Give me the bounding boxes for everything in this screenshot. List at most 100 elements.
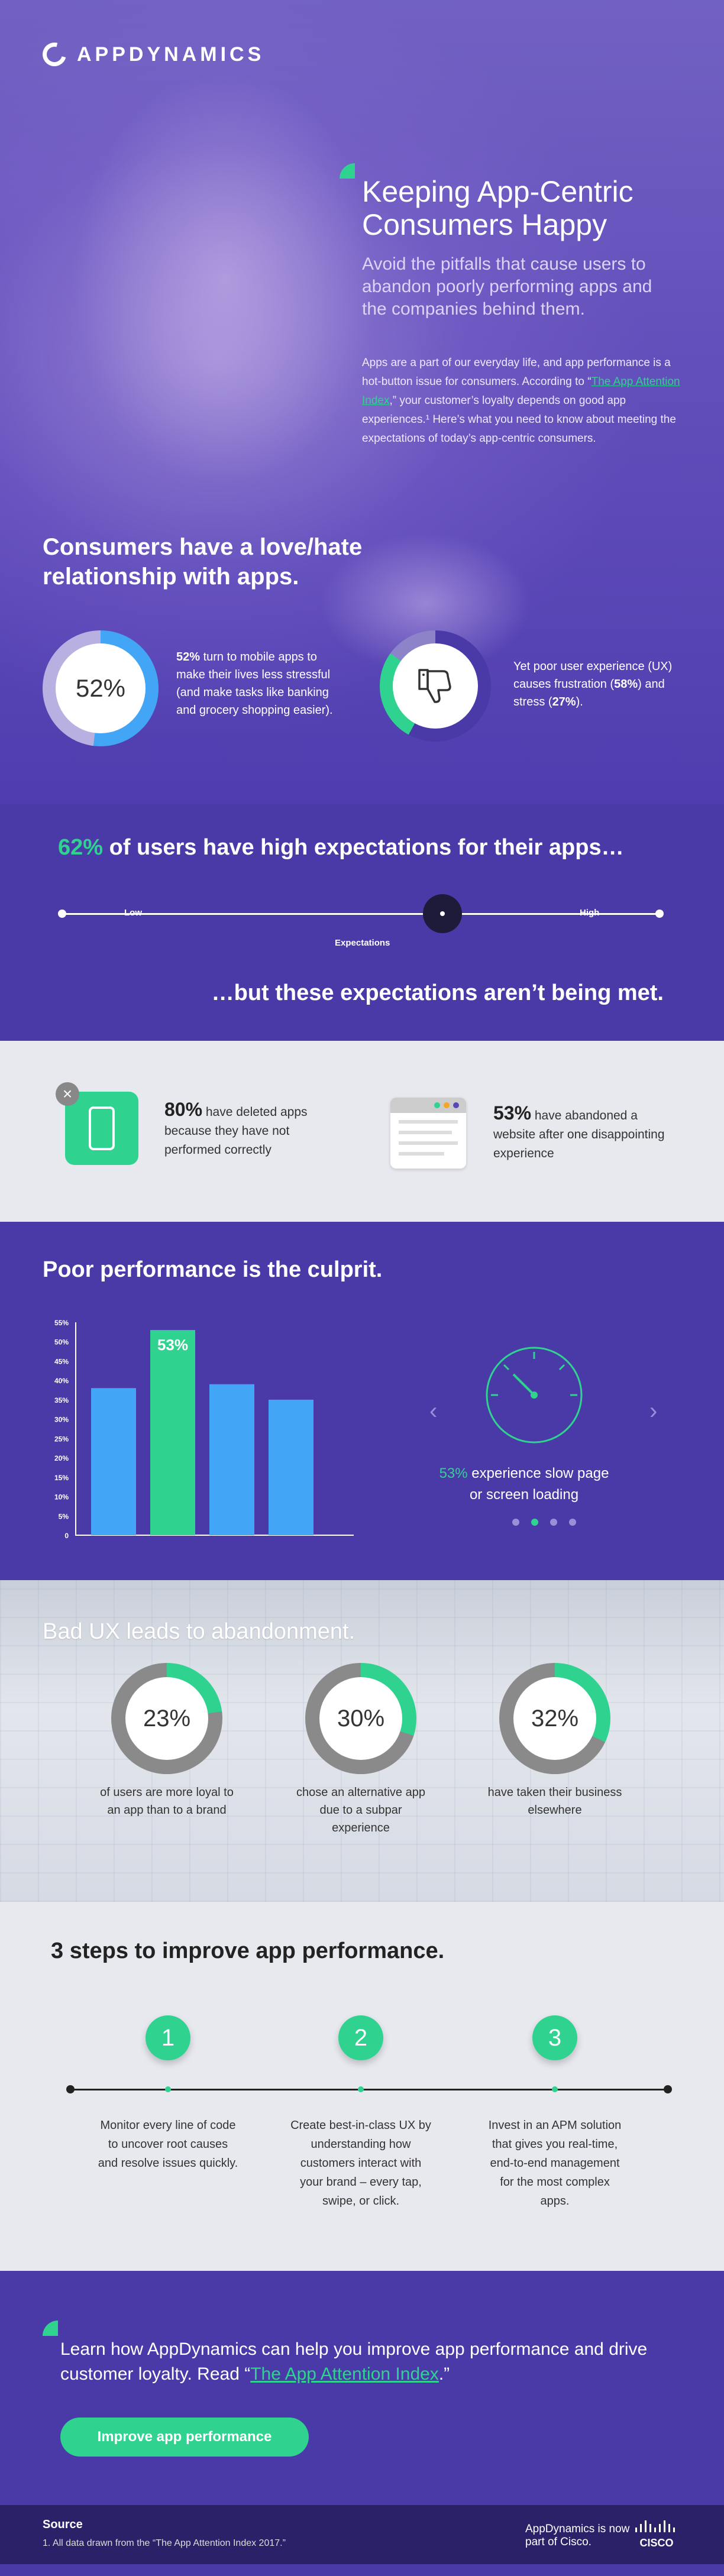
abandonment-caption: chose an alternative app due to a subpar… xyxy=(296,1786,425,1834)
y-tick-label: 30% xyxy=(54,1416,69,1424)
expectations-title: 62% of users have high expectations for … xyxy=(58,835,624,860)
source-title: Source xyxy=(43,2518,83,2531)
abandonment-caption: have taken their business elsewhere xyxy=(487,1786,622,1817)
chart-bar-1 xyxy=(91,1388,136,1535)
cta-section: Learn how AppDynamics can help you impro… xyxy=(0,2271,724,2505)
stat-stress-27: 27% xyxy=(552,695,576,708)
y-tick-label: 15% xyxy=(54,1474,69,1482)
abandoned-percent: 53% xyxy=(493,1102,532,1124)
scale-start-dot xyxy=(58,910,66,918)
carousel-prev-icon[interactable]: ‹ xyxy=(429,1398,438,1424)
love-hate-heading: Consumers have a love/hate relationship … xyxy=(43,534,363,590)
scale-low-label: Low xyxy=(124,908,142,918)
abandonment-caption: of users are more loyal to an app than t… xyxy=(100,1786,234,1817)
speedometer-icon xyxy=(486,1347,583,1444)
expectations-section: 62% of users have high expectations for … xyxy=(0,804,724,1041)
slow-loading-percent: 53% xyxy=(439,1465,468,1481)
y-tick-label: 0 xyxy=(64,1532,69,1540)
stat-52-desc: turn to mobile apps to make their lives … xyxy=(176,651,333,717)
bad-ux-title: Bad UX leads to abandonment. xyxy=(43,1619,355,1644)
performance-section: Poor performance is the culprit. 0 5% 10% 1… xyxy=(0,1222,724,1580)
stat-frustration-ring xyxy=(380,630,491,742)
scale-axis-label: Expectations xyxy=(335,938,390,948)
abandoned-website-stat: 53% have abandoned a website after one d… xyxy=(493,1103,677,1163)
step-marker-1 xyxy=(165,2086,171,2092)
abandonment-value: 23% xyxy=(125,1677,208,1760)
y-tick-label: 10% xyxy=(54,1493,69,1501)
improve-app-performance-button[interactable]: Improve app performance xyxy=(60,2418,309,2457)
step-number-3: 3 xyxy=(532,2015,577,2060)
deleted-apps-stat: 80% have deleted apps because they have … xyxy=(164,1100,336,1160)
abandonment-ring-1: 23% xyxy=(111,1663,222,1774)
appdynamics-logo[interactable]: APPDYNAMICS xyxy=(38,38,265,71)
cisco-note: AppDynamics is now part of Cisco. xyxy=(525,2523,630,2548)
expectations-title-text: of users have high expectations for thei… xyxy=(103,835,624,860)
chart-bar-3 xyxy=(209,1384,254,1535)
stat-frustration-text: Yet poor user experience (UX) causes fru… xyxy=(513,658,691,711)
stat-52-text: 52% turn to mobile apps to make their li… xyxy=(176,648,348,719)
stat-frustration-58: 58% xyxy=(614,678,638,691)
y-tick-label: 50% xyxy=(54,1338,69,1347)
stat-frustration-end: ). xyxy=(576,695,583,708)
app-attention-index-link[interactable]: The App Attention Index xyxy=(362,376,680,407)
appdynamics-logo-icon xyxy=(38,38,71,71)
carousel-dot-2[interactable] xyxy=(531,1519,538,1526)
stat-52-ring: 52% xyxy=(43,630,159,746)
chart-bar-4 xyxy=(269,1399,313,1535)
carousel-dot-3[interactable] xyxy=(550,1519,557,1526)
logo-text: APPDYNAMICS xyxy=(77,43,265,66)
stat-52-bold: 52% xyxy=(176,651,201,664)
footer: Source 1. All data drawn from the “The A… xyxy=(0,2505,724,2564)
cta-text: Learn how AppDynamics can help you impro… xyxy=(60,2337,652,2387)
hero-photo-glow xyxy=(71,71,379,485)
carousel-next-icon[interactable]: › xyxy=(649,1398,658,1424)
y-tick-label: 40% xyxy=(54,1377,69,1385)
carousel-dot-4[interactable] xyxy=(569,1519,576,1526)
performance-title: Poor performance is the culprit. xyxy=(43,1257,383,1282)
accent-corner-icon xyxy=(43,2321,58,2336)
deleted-text: have deleted apps because they have not … xyxy=(164,1105,308,1157)
y-tick-label: 35% xyxy=(54,1396,69,1404)
step-text-3: Invest in an APM solution that gives you… xyxy=(488,2119,622,2208)
cisco-logo: CISCO xyxy=(634,2519,681,2554)
deleted-apps-section: × 80% have deleted apps because they hav… xyxy=(0,1041,724,1222)
y-tick-label: 20% xyxy=(54,1454,69,1462)
slow-loading-text: experience slow page or screen loading xyxy=(467,1465,609,1503)
stat-52-value: 52% xyxy=(56,643,146,733)
step-number-2: 2 xyxy=(338,2015,383,2060)
carousel-dot-1[interactable] xyxy=(512,1519,519,1526)
step-marker-2 xyxy=(358,2086,364,2092)
cta-text-end: .” xyxy=(438,2364,450,2384)
close-icon: × xyxy=(56,1082,79,1106)
timeline-start-dot xyxy=(66,2085,75,2093)
expectations-percent: 62% xyxy=(58,835,104,860)
hero-body-intro: Apps are a part of our everyday life, an… xyxy=(362,357,671,388)
steps-section: 3 steps to improve app performance. 1 Mon… xyxy=(0,1902,724,2271)
expectations-scale-line xyxy=(59,913,662,915)
stat-frustration-intro: Yet poor user experience (UX) causes fru… xyxy=(513,660,673,691)
steps-timeline xyxy=(70,2089,667,2090)
y-tick-label: 25% xyxy=(54,1435,69,1443)
steps-title: 3 steps to improve app performance. xyxy=(51,1939,445,1963)
timeline-end-dot xyxy=(664,2085,672,2093)
expectations-knob xyxy=(423,894,463,933)
slow-loading-caption: 53% experience slow page or screen loadi… xyxy=(435,1463,613,1506)
hero-section: APPDYNAMICS Keeping App-Centric Consumer… xyxy=(0,0,724,804)
cta-app-attention-link[interactable]: The App Attention Index xyxy=(250,2364,439,2384)
abandonment-value: 32% xyxy=(513,1677,596,1760)
browser-window-icon xyxy=(390,1098,466,1169)
deleted-percent: 80% xyxy=(164,1099,203,1120)
abandoned-text: have abandoned a website after one disap… xyxy=(493,1109,665,1160)
hero-subtitle: Avoid the pitfalls that cause users to a… xyxy=(362,254,652,319)
performance-bar-chart: 0 5% 10% 15% 20% 25% 30% 35% 40% 45% 50% 55% 53% xyxy=(54,1319,354,1540)
phone-app-icon xyxy=(65,1092,138,1165)
bad-ux-section: Bad UX leads to abandonment. 23% of users… xyxy=(0,1580,724,1902)
hero-body-rest: ,” your customer’s loyalty depends on go… xyxy=(362,394,676,445)
step-marker-3 xyxy=(552,2086,558,2092)
y-tick-label: 45% xyxy=(54,1357,69,1365)
scale-end-dot xyxy=(655,910,664,918)
chart-data-label: 53% xyxy=(157,1336,188,1354)
scale-high-label: High xyxy=(580,908,600,918)
thumbs-down-icon xyxy=(393,643,478,729)
